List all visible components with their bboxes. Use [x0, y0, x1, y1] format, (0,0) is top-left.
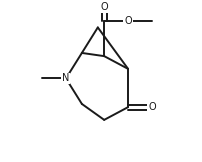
Text: O: O	[124, 16, 132, 26]
Text: O: O	[148, 102, 156, 112]
Text: N: N	[62, 73, 70, 83]
Text: O: O	[100, 2, 108, 12]
